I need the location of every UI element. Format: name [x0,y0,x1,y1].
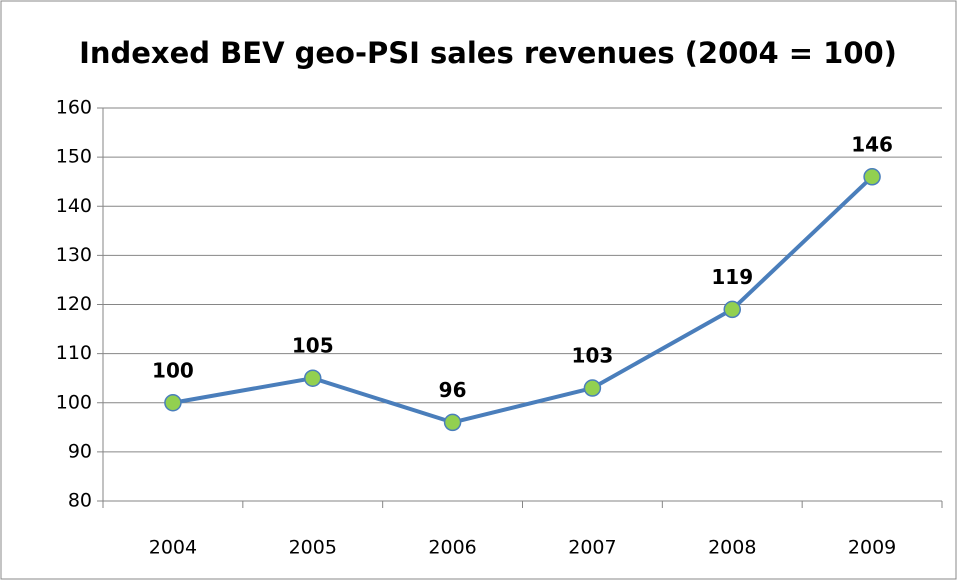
data-label: 146 [851,132,893,156]
data-label: 100 [152,358,194,382]
marker [304,369,322,387]
y-tick-label: 160 [56,97,92,119]
x-tick-label: 2005 [289,537,337,559]
y-tick-label: 100 [56,391,92,413]
data-label: 105 [292,334,334,358]
x-tick-label: 2004 [149,537,197,559]
marker [723,300,741,319]
x-tick-label: 2007 [568,537,616,559]
y-tick-label: 140 [56,195,92,217]
y-tick-label: 150 [56,146,92,168]
marker [443,413,462,432]
y-tick-label: 130 [56,244,92,266]
x-tick-label: 2006 [428,537,476,559]
y-tick-label: 80 [68,490,92,512]
x-tick-label: 2008 [708,537,756,559]
y-tick-label: 110 [56,342,92,364]
data-label: 119 [711,265,753,289]
line [172,175,874,425]
data-label: 96 [439,378,467,402]
chart-title: Indexed BEV geo-PSI sales revenues (2004… [79,36,897,70]
marker [583,379,602,397]
marker [164,394,182,412]
y-tick-label: 90 [68,440,92,462]
marker [863,168,881,186]
y-tick-label: 120 [56,293,92,315]
data-label: 103 [572,344,614,368]
x-tick-label: 2009 [848,537,896,559]
